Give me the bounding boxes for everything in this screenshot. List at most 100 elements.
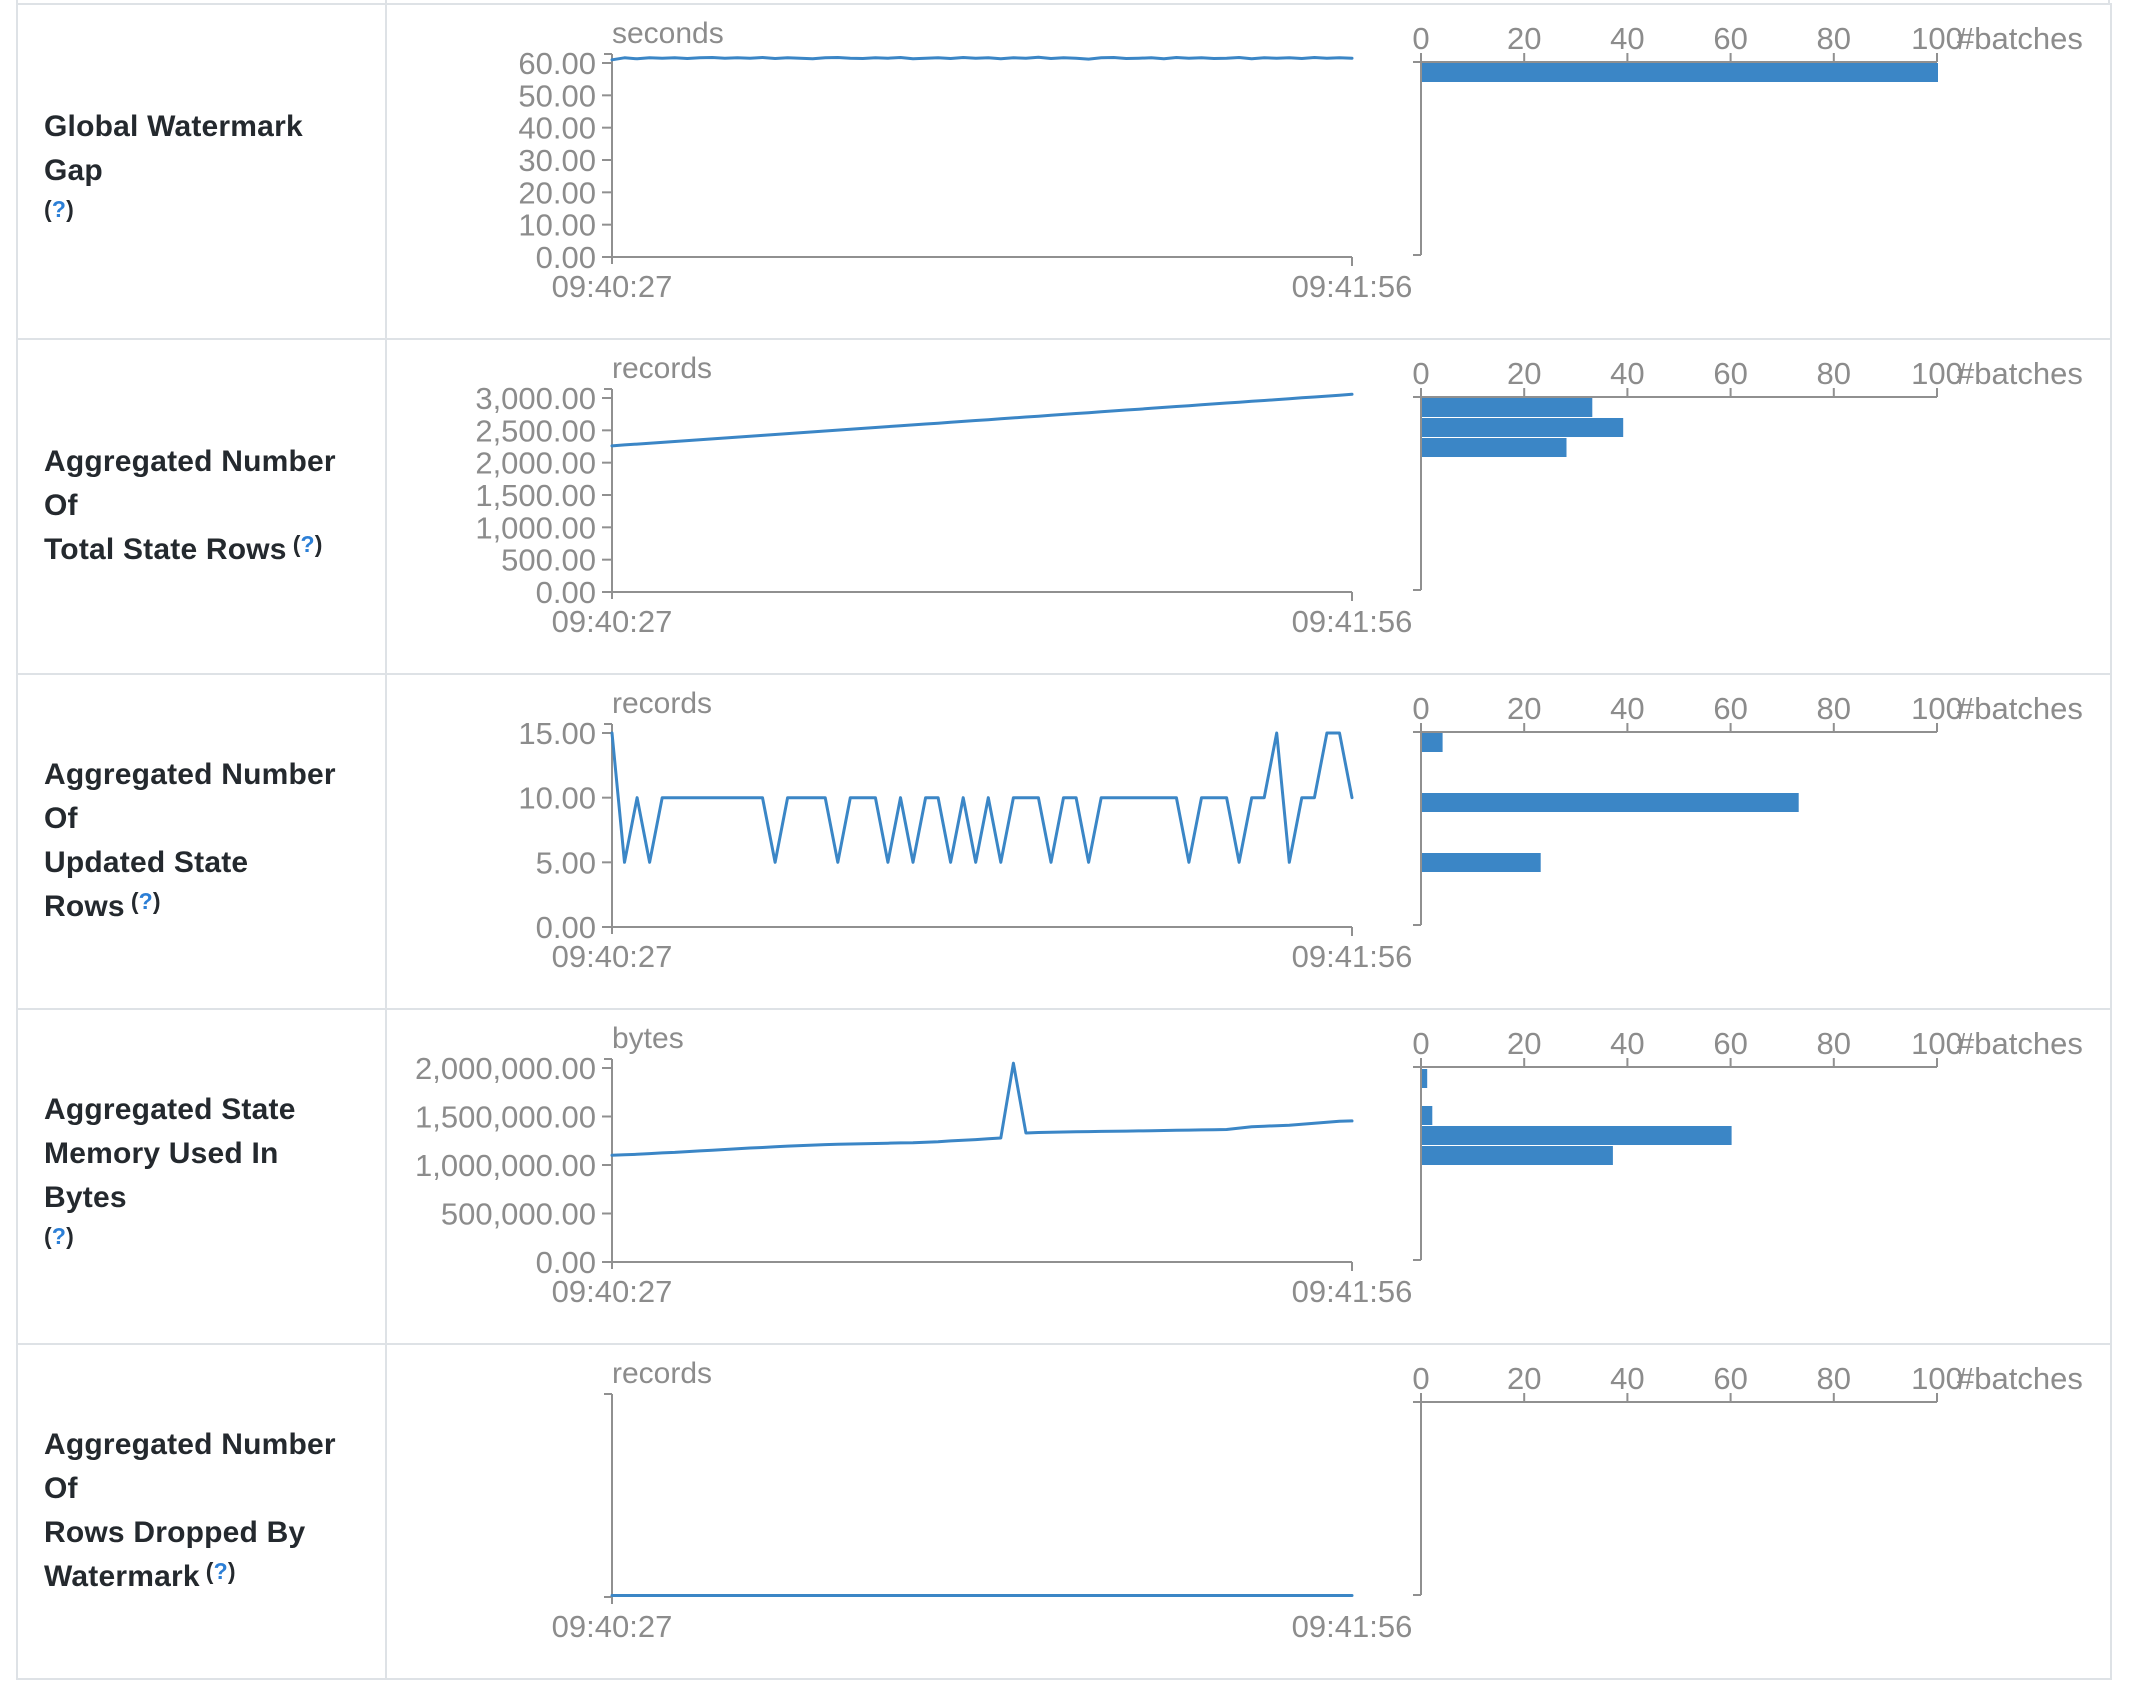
metric-label-line: Aggregated Number Of [44,753,369,841]
timeline-y-tick-label: 0.00 [536,575,596,610]
histogram-bar [1422,418,1624,437]
histogram-x-tick-label: 40 [1610,1361,1644,1396]
help-link[interactable]: ? [51,1223,67,1249]
histogram-x-tick-label: 20 [1507,1026,1541,1061]
timeline-unit-label: bytes [612,1022,684,1055]
help-link[interactable]: ? [51,196,67,222]
help-marker: (?) [44,196,74,222]
histogram-x-tick-label: 100 [1911,1026,1963,1061]
timeline-unit-label: seconds [612,17,724,50]
help-link[interactable]: ? [213,1558,228,1584]
top-border-stub-divider [385,0,387,3]
metric-label: Aggregated Number Of Rows Dropped By Water… [18,1345,387,1678]
timeline-series-line [610,392,1354,448]
metric-row: Aggregated State Memory Used In Bytes (?) b… [18,1008,2110,1343]
histogram-x-tick-label: 0 [1412,691,1429,726]
histogram-bar [1422,733,1443,752]
metric-label-line: Total State Rows (?) [44,528,369,573]
chart-cell: records 3,000.00 2,500.00 2,000.00 1,500.00 1… [387,340,2110,673]
histogram-axis-label: #batches [1957,1361,2083,1396]
histogram-x-tick-label: 60 [1713,1026,1747,1061]
histogram-x-tick-label: 40 [1610,1026,1644,1061]
histogram-x-tick-label: 40 [1610,21,1644,56]
histogram-x-tick-label: 80 [1817,1026,1851,1061]
chart-cell: records 09:40:27 09:41:56 0 20 40 60 80 100 #batc… [387,1345,2110,1678]
help-link[interactable]: ? [138,888,153,914]
metric-label-text: Global Watermark Gap [44,110,303,187]
timeline-y-tick-label: 1,500.00 [475,478,596,513]
timeline-end-time: 09:41:56 [1292,1274,1413,1309]
help-marker: (?) [292,531,323,557]
help-link[interactable]: ? [300,531,315,557]
metric-label-text: Aggregated Number Of [44,1428,336,1505]
timeline-and-histogram-chart: bytes 2,000,000.00 1,500,000.00 1,000,000.0… [415,1022,2083,1309]
top-border-stub-left [16,0,18,3]
timeline-y-tick-label: 50.00 [518,78,596,113]
top-border-stub-right [2108,0,2110,3]
timeline-and-histogram-chart: seconds 60.0050.0040.0030.0020.0010.000.0… [518,17,2082,304]
timeline-series-line [610,731,1354,864]
histogram-bar [1422,1146,1613,1165]
timeline-end-time: 09:41:56 [1292,1609,1413,1644]
metric-label: Aggregated Number Of Total State Rows (?) [18,340,387,673]
timeline-y-tick-label: 1,000.00 [475,510,596,545]
histogram-x-tick-label: 80 [1817,356,1851,391]
metric-label-line: Aggregated Number Of [44,1423,369,1511]
histogram-x-tick-label: 60 [1713,691,1747,726]
timeline-y-tick-label: 20.00 [518,175,596,210]
timeline-y-tick-label: 1,500,000.00 [415,1100,596,1135]
histogram-x-tick-label: 40 [1610,691,1644,726]
histogram-x-tick-label: 20 [1507,691,1541,726]
metric-label-line: Global Watermark Gap [44,105,369,193]
statistics-table: Global Watermark Gap (?) seconds 60.00 50.00… [16,3,2112,1680]
histogram-x-tick-label: 20 [1507,356,1541,391]
histogram-bar [1422,1126,1732,1145]
histogram-x-tick-label: 60 [1713,1361,1747,1396]
timeline-start-time: 09:40:27 [552,1609,673,1644]
histogram-x-tick-label: 20 [1507,1361,1541,1396]
metric-label: Aggregated Number Of Updated State Rows (?… [18,675,387,1008]
timeline-start-time: 09:40:27 [552,1274,673,1309]
histogram-x-tick-label: 100 [1911,21,1963,56]
metric-label-line: (?) [44,1220,369,1265]
histogram-x-tick-label: 0 [1412,1361,1429,1396]
timeline-y-tick-label: 40.00 [518,111,596,146]
histogram-bar [1422,853,1541,872]
metric-row: Aggregated Number Of Rows Dropped By Water… [18,1343,2110,1678]
timeline-y-tick-label: 10.00 [518,208,596,243]
metric-label-text: Aggregated State [44,1093,296,1126]
timeline-y-tick-label: 500.00 [501,543,596,578]
timeline-y-tick-label: 60.00 [518,46,596,81]
histogram-x-tick-label: 0 [1412,356,1429,391]
metric-label-text: Aggregated Number Of [44,758,336,835]
metric-label-line: Watermark (?) [44,1555,369,1600]
histogram-x-tick-label: 80 [1817,691,1851,726]
timeline-y-tick-label: 1,000,000.00 [415,1148,596,1183]
histogram-x-tick-label: 100 [1911,1361,1963,1396]
metric-label-text: Watermark [44,1560,200,1593]
timeline-y-tick-label: 10.00 [518,781,596,816]
timeline-unit-label: records [612,687,712,720]
timeline-y-tick-label: 0.00 [536,910,596,945]
metric-label-line: Rows Dropped By [44,1511,369,1555]
metric-label: Aggregated State Memory Used In Bytes (?) [18,1010,387,1343]
timeline-start-time: 09:40:27 [552,939,673,974]
metric-label-line: Aggregated Number Of [44,440,369,528]
histogram-x-tick-label: 20 [1507,21,1541,56]
help-marker: (?) [130,888,161,914]
histogram-bar [1422,793,1799,812]
histogram-bar [1422,63,1938,82]
timeline-and-histogram-chart: records 09:40:27 09:41:56 0 20 40 60 80 100#batc… [552,1357,2083,1644]
metric-row: Aggregated Number Of Total State Rows (?) r… [18,338,2110,673]
timeline-unit-label: records [612,1357,712,1390]
timeline-end-time: 09:41:56 [1292,604,1413,639]
metric-label-text: Memory Used In Bytes [44,1137,279,1214]
help-marker: (?) [205,1558,236,1584]
timeline-start-time: 09:40:27 [552,604,673,639]
histogram-x-tick-label: 100 [1911,356,1963,391]
histogram-axis-label: #batches [1957,356,2083,391]
histogram-bar [1422,438,1567,457]
help-marker: (?) [44,1223,74,1249]
histogram-axis-label: #batches [1957,1026,2083,1061]
timeline-series-line [610,55,1354,62]
